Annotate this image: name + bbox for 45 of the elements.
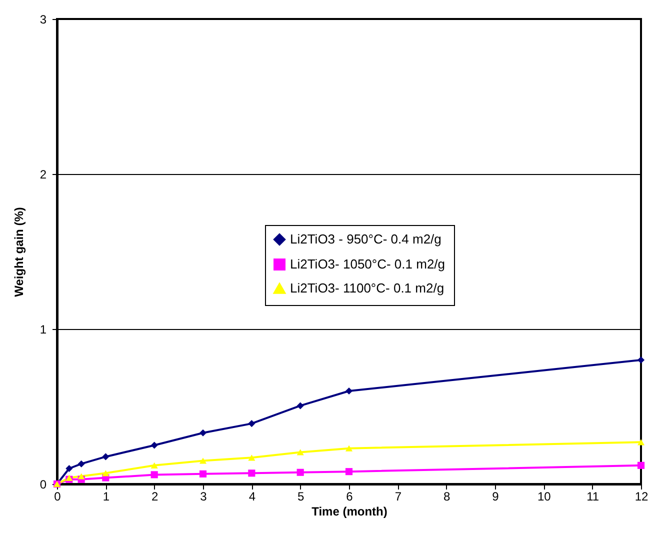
x-tick-label: 2 <box>151 490 158 504</box>
point <box>66 464 73 472</box>
point <box>102 470 110 476</box>
x-tick-label: 12 <box>634 490 648 504</box>
point <box>637 462 645 469</box>
point <box>248 470 256 477</box>
x-tick-label: 9 <box>492 490 500 504</box>
point <box>345 445 353 452</box>
point <box>637 356 645 364</box>
x-tick-label: 4 <box>248 490 256 504</box>
point <box>102 453 110 460</box>
y-tick-label: 0 <box>40 478 47 492</box>
x-tick-label: 10 <box>537 490 552 504</box>
x-tick-label: 3 <box>200 490 208 504</box>
point <box>248 454 256 461</box>
point <box>637 439 645 446</box>
point <box>345 387 353 395</box>
point <box>248 420 256 428</box>
x-tick-label: 1 <box>102 490 110 504</box>
point <box>345 468 353 476</box>
y-tick-label: 3 <box>40 12 47 26</box>
point <box>296 468 304 476</box>
y-axis-title: Weight gain (%) <box>12 207 26 297</box>
y-tick-label: 2 <box>40 168 47 182</box>
point <box>78 473 85 480</box>
point <box>150 442 158 449</box>
x-tick-label: 5 <box>297 490 304 504</box>
point <box>199 470 207 478</box>
point <box>199 429 207 436</box>
legend-label: Li2TiO3- 1100°C- 0.1 m2/g <box>290 280 444 296</box>
point <box>296 449 304 456</box>
y-tick-label: 1 <box>40 322 47 336</box>
point <box>150 462 158 468</box>
x-tick-label: 8 <box>443 490 450 504</box>
point <box>78 460 85 468</box>
x-axis-title: Time (month) <box>312 504 388 518</box>
point <box>296 402 304 410</box>
x-tick-label: 11 <box>586 490 600 504</box>
x-tick-label: 0 <box>54 490 62 504</box>
x-tick-label: 6 <box>346 490 354 504</box>
legend-label: Li2TiO3- 1050°C- 0.1 m2/g <box>290 256 446 272</box>
point <box>150 471 158 478</box>
point <box>199 458 207 464</box>
legend-label: Li2TiO3 - 950°C- 0.4 m2/g <box>290 232 442 246</box>
x-tick-label: 7 <box>394 490 402 504</box>
